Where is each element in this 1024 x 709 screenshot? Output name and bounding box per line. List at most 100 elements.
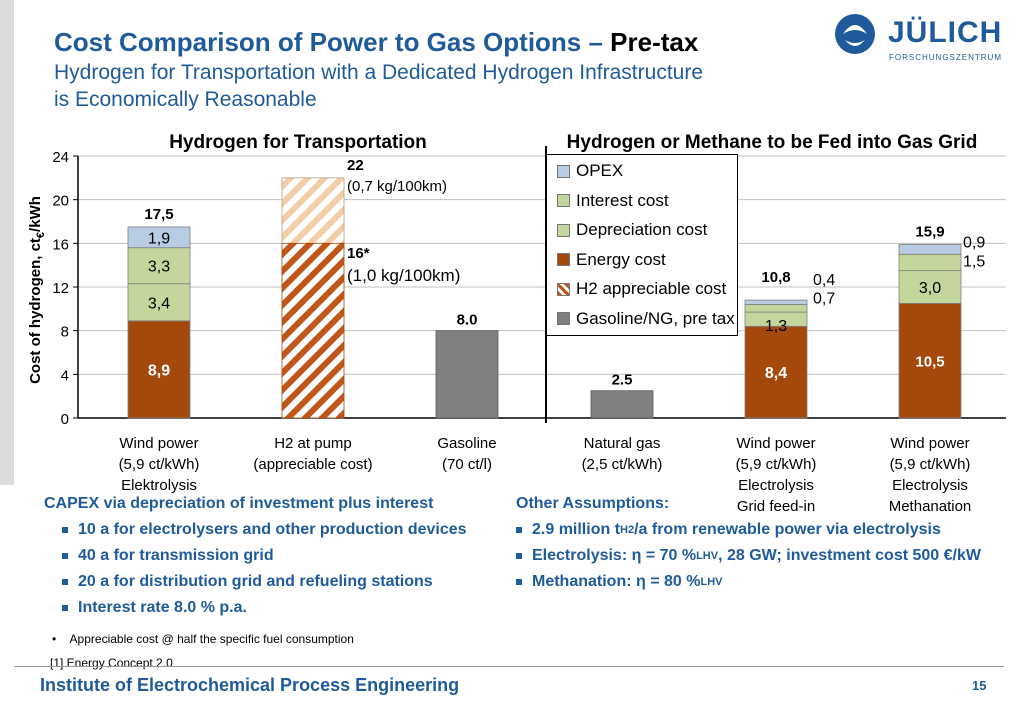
cost-chart: 0 4 8 12 16 20 24 8,9 3,4 3,3 1,9 8,4 1,3 0,40,7 10,5 3… [27, 132, 1006, 515]
capex-item: 40 a for transmission grid [62, 547, 274, 565]
x-category-label: (appreciable cost) [253, 456, 372, 473]
footer-divider [14, 666, 1004, 667]
bar-segment-energy [127, 320, 191, 419]
segment-label: 0,9 [963, 235, 985, 252]
bar-total-label: 15,9 [915, 223, 944, 240]
slide-title: Cost Comparison of Power to Gas Options … [54, 27, 699, 57]
x-category-label: Wind power [736, 435, 815, 452]
assumptions-heading: Other Assumptions: [516, 495, 670, 512]
y-tick-label: 16 [52, 236, 69, 253]
x-category-label: Electrolysis [892, 477, 968, 494]
legend-label: Gasoline/NG, pre tax [576, 308, 735, 328]
legend-item: Depreciation cost [557, 220, 707, 240]
bar-segment-interest [898, 253, 962, 272]
juelich-logo-icon [835, 14, 875, 54]
pretax-label: Pre-tax [610, 27, 699, 57]
segment-label: 0,7 [813, 290, 835, 307]
legend-swatch [557, 253, 570, 266]
legend-swatch [557, 282, 570, 296]
segment-label: 10,5 [915, 354, 944, 371]
bar-h2-upper [281, 177, 345, 244]
x-category-label: Electrolysis [738, 477, 814, 494]
bar-fossil [435, 330, 499, 419]
legend-item: OPEX [557, 161, 623, 181]
y-tick-label: 12 [52, 280, 69, 297]
h2-mid-note: (1,0 kg/100km) [347, 266, 460, 285]
legend-label: OPEX [576, 161, 624, 180]
segment-label: 3,3 [148, 259, 170, 276]
group-title-transportation: Hydrogen for Transportation [169, 132, 427, 153]
x-category-label: (5,9 ct/kWh) [890, 456, 971, 473]
x-category-label: H2 at pump [274, 435, 352, 452]
legend-item: Gasoline/NG, pre tax [557, 309, 735, 329]
bar-segment-interest [127, 247, 191, 285]
footnote: • Appreciable cost @ half the specific f… [52, 632, 354, 646]
legend-item: H2 appreciable cost [557, 279, 726, 299]
segment-label: 3,4 [148, 295, 170, 312]
assumption-item: 2.9 million t H2/a from renewable power v… [516, 521, 941, 539]
left-decor-strip [0, 0, 14, 485]
y-tick-label: 8 [61, 324, 69, 341]
segment-label: 1,9 [148, 230, 170, 247]
y-tick-label: 20 [52, 193, 69, 210]
legend-item: Energy cost [557, 250, 666, 270]
x-category-label: (70 ct/l) [442, 456, 492, 473]
y-tick-label: 0 [61, 411, 69, 428]
x-category-label: Methanation [889, 498, 972, 515]
page-number: 15 [972, 678, 987, 693]
x-category-label: (2,5 ct/kWh) [582, 456, 663, 473]
segment-label: 1,5 [963, 253, 985, 270]
bar-h2-lower [281, 242, 345, 419]
segment-label: 0,4 [813, 272, 835, 289]
bar-segment-opex [898, 244, 962, 255]
y-tick-label: 4 [61, 367, 69, 384]
legend-item: Interest cost [557, 191, 669, 211]
assumption-item: Electrolysis: η = 70 % LHV, 28 GW; invest… [516, 547, 981, 565]
bar-total-label: 8.0 [457, 312, 478, 329]
bar-segment-interest [744, 304, 808, 313]
bar-segment-opex [127, 226, 191, 249]
segment-label: 8,4 [765, 365, 787, 382]
legend-label: H2 appreciable cost [576, 279, 727, 298]
capex-item: Interest rate 8.0 % p.a. [62, 599, 247, 617]
legend-label: Depreciation cost [576, 220, 708, 239]
bar-segment-energy [898, 302, 962, 419]
capex-item: 10 a for electrolysers and other product… [62, 521, 467, 539]
x-category-label: (5,9 ct/kWh) [736, 456, 817, 473]
bar-total-label: 17,5 [144, 206, 173, 223]
h2-mid-value: 16* [347, 245, 370, 262]
x-category-label: Grid feed-in [737, 498, 815, 515]
capex-item: 20 a for distribution grid and refueling… [62, 573, 433, 591]
x-category-label: Wind power [890, 435, 969, 452]
chart-legend: OPEX Interest cost Depreciation cost Energy… [546, 154, 738, 336]
bar-segment-depreciation [898, 270, 962, 304]
institute-name: Institute of Electrochemical Process Eng… [40, 675, 460, 695]
x-category-label: Natural gas [584, 435, 661, 452]
y-tick-label: 24 [52, 149, 69, 166]
capex-heading: CAPEX via depreciation of investment plu… [44, 495, 434, 512]
assumption-item: Methanation: η = 80 % LHV [516, 573, 722, 591]
legend-label: Energy cost [576, 249, 666, 269]
subtitle-line-1: Hydrogen for Transportation with a Dedic… [54, 61, 704, 84]
y-axis-label: Cost of hydrogen, ct€/kWh [27, 196, 47, 384]
x-category-label: (5,9 ct/kWh) [119, 456, 200, 473]
bar-total-label: 2.5 [612, 372, 633, 389]
logo-subtext: FORSCHUNGSZENTRUM [889, 53, 1002, 62]
bar-fossil [590, 390, 654, 419]
group-title-gas-grid: Hydrogen or Methane to be Fed into Gas G… [567, 132, 978, 153]
legend-label: Interest cost [576, 190, 669, 210]
bar-total-label: 10,8 [761, 269, 790, 286]
x-category-label: Wind power [119, 435, 198, 452]
bar-segment-depreciation [127, 283, 191, 322]
segment-label: 1,3 [765, 318, 787, 335]
legend-swatch [557, 164, 570, 178]
segment-label: 8,9 [148, 362, 170, 379]
legend-swatch [557, 312, 570, 325]
legend-swatch [557, 223, 570, 237]
bar-segment-energy [744, 325, 808, 419]
legend-swatch [557, 194, 570, 207]
reference: [1] Energy Concept 2.0 [50, 656, 173, 670]
x-category-label: Elektrolysis [121, 477, 197, 494]
h2-top-note: (0,7 kg/100km) [347, 178, 447, 195]
h2-top-value: 22 [347, 157, 364, 174]
